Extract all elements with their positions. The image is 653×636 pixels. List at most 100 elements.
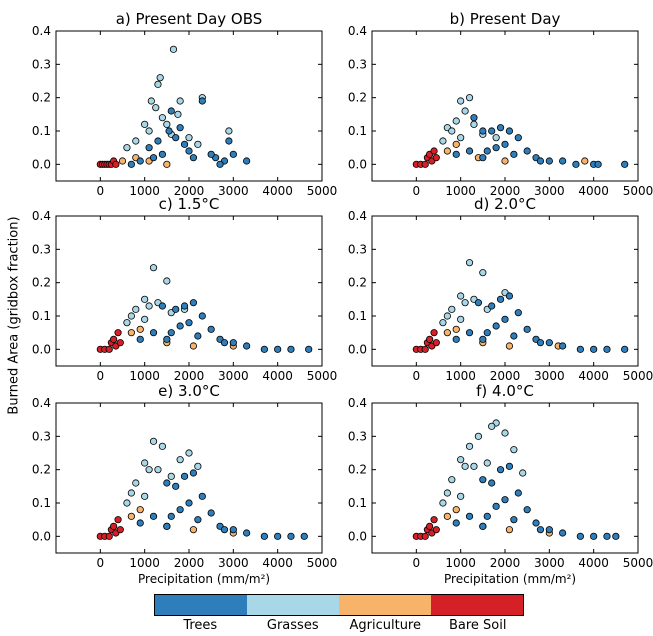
x-tick-label: 3000	[534, 556, 565, 570]
series-trees	[452, 114, 629, 168]
data-point	[457, 292, 465, 300]
legend-label-agriculture: Agriculture	[349, 618, 422, 633]
data-point	[603, 345, 611, 353]
x-tick-label: 0	[97, 369, 105, 383]
data-point	[123, 499, 131, 507]
data-point	[559, 342, 567, 350]
data-point	[474, 299, 482, 307]
x-tick-label: 4000	[578, 184, 609, 198]
data-point	[127, 329, 135, 337]
data-point	[225, 127, 233, 135]
data-point	[243, 342, 251, 350]
data-point	[145, 302, 153, 310]
data-point	[492, 502, 500, 510]
x-tick-label: 5000	[307, 556, 338, 570]
y-tick-label: 0.4	[32, 396, 51, 410]
y-tick-label: 0.1	[32, 309, 51, 323]
data-point	[532, 519, 540, 527]
data-point	[501, 496, 509, 504]
y-tick-label: 0.2	[32, 276, 51, 290]
y-tick-label: 0.4	[348, 209, 367, 223]
x-tick-label: 2000	[490, 556, 521, 570]
data-point	[163, 335, 171, 343]
x-tick-label: 0	[97, 184, 105, 198]
x-tick-label: 5000	[623, 369, 653, 383]
data-point	[180, 302, 189, 310]
data-point	[167, 107, 175, 115]
data-point	[154, 137, 162, 145]
data-point	[501, 429, 509, 437]
x-tick-label: 4000	[578, 369, 609, 383]
y-tick-label: 0.1	[32, 496, 51, 510]
x-tick-label: 3000	[218, 184, 249, 198]
y-tick-label: 0.0	[32, 529, 51, 543]
data-point	[172, 305, 180, 313]
y-tick-label: 0.4	[348, 24, 367, 38]
data-point	[465, 442, 474, 450]
series-grasses	[439, 94, 500, 145]
panel-title: b) Present Day	[450, 10, 561, 28]
data-point	[149, 154, 158, 162]
data-point	[483, 147, 491, 155]
y-tick-label: 0.1	[348, 124, 367, 138]
data-point	[305, 345, 313, 353]
panel-5: 0 1000 2000 3000 4000 5000 0.0 0.1 0.2 0.3 0.4 e) 3…	[32, 382, 337, 570]
panel-3: 0 1000 2000 3000 4000 5000 0.0 0.1 0.2 0.3 0.4 c) 1…	[32, 195, 337, 383]
panel-title: a) Present Day OBS	[116, 10, 263, 28]
data-point	[194, 332, 202, 340]
data-point	[243, 529, 251, 537]
data-point	[470, 114, 478, 122]
series-grasses	[123, 45, 233, 152]
data-point	[432, 526, 440, 534]
data-point	[514, 489, 522, 497]
data-point	[110, 522, 118, 530]
data-point	[136, 506, 144, 514]
x-tick-label: 4000	[262, 556, 293, 570]
x-tick-label: 3000	[534, 184, 565, 198]
data-point	[443, 489, 451, 497]
data-point	[443, 512, 451, 520]
data-point	[559, 157, 567, 165]
x-tick-label: 2000	[490, 184, 521, 198]
x-tick-label: 1000	[129, 184, 160, 198]
x-tick-label: 3000	[218, 556, 249, 570]
panel-title: d) 2.0°C	[474, 195, 536, 213]
series-bare-soil	[412, 516, 440, 540]
data-point	[189, 526, 198, 534]
data-point	[136, 157, 144, 165]
x-tick-label: 5000	[307, 184, 338, 198]
y-tick-label: 0.2	[348, 276, 367, 290]
x-tick-label: 0	[413, 556, 421, 570]
data-point	[167, 512, 175, 520]
data-point	[141, 315, 149, 323]
data-point	[136, 519, 144, 527]
data-point	[488, 127, 496, 135]
data-point	[149, 437, 158, 445]
data-point	[176, 322, 184, 330]
data-point	[545, 526, 553, 534]
x-tick-label: 2000	[490, 369, 521, 383]
data-point	[461, 107, 469, 115]
data-point	[461, 462, 469, 470]
data-point	[114, 329, 122, 337]
data-point	[220, 526, 229, 534]
data-point	[443, 329, 451, 337]
y-tick-label: 0.3	[348, 242, 367, 256]
data-point	[147, 97, 155, 105]
data-point	[198, 312, 206, 320]
x-tick-label: 4000	[578, 556, 609, 570]
data-point	[167, 329, 175, 337]
data-point	[163, 120, 171, 128]
data-point	[198, 97, 206, 105]
data-point	[452, 506, 460, 514]
data-point	[229, 526, 237, 534]
data-point	[479, 522, 487, 530]
y-tick-label: 0.2	[348, 463, 367, 477]
data-point	[185, 449, 193, 457]
x-tick-label: 1000	[445, 556, 476, 570]
legend-label-bare-soil: Bare Soil	[448, 618, 507, 633]
series-trees	[127, 97, 251, 168]
data-point	[118, 157, 127, 165]
data-point	[127, 489, 135, 497]
legend-label-grasses: Grasses	[266, 618, 319, 633]
